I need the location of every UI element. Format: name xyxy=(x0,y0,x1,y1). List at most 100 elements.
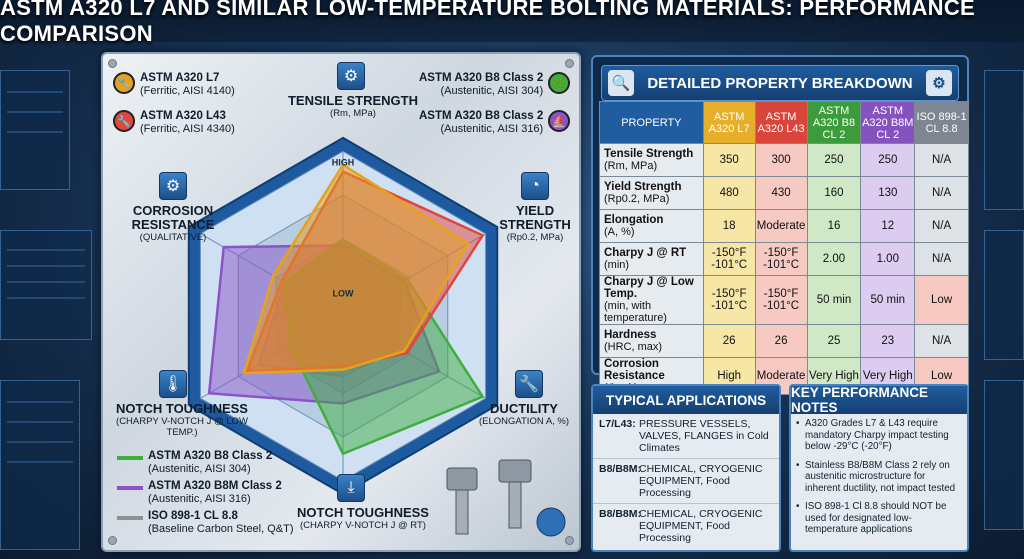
table-row: Hardness (HRC, max) 26 26 25 23 N/A xyxy=(599,324,969,358)
value-cell: 430 xyxy=(754,176,808,210)
value-cell: 2.00 xyxy=(806,242,862,276)
wrench-icon: 🔧 xyxy=(113,72,135,94)
key-notes-panel: KEY PERFORMANCE NOTES A320 Grades L7 & L… xyxy=(789,384,969,552)
left-monitor-mid xyxy=(0,230,92,340)
radar-chart: HIGH LOW xyxy=(187,136,499,496)
value-cell: 250 xyxy=(860,143,916,177)
property-name: Charpy J @ Low Temp. xyxy=(604,276,694,300)
value-cell: N/A xyxy=(914,242,969,276)
radar-panel: HIGH LOW ⚙ TENSILE STRENGTH (Rm, MPa) ◔ Y… xyxy=(101,52,581,552)
impact-icon: ⤓ xyxy=(337,474,365,502)
right-monitor-bottom xyxy=(984,380,1024,530)
right-monitor-mid xyxy=(984,230,1024,360)
property-unit: (A, %) xyxy=(604,226,635,238)
legend-name: ASTM A320 B8 Class 2 xyxy=(419,72,544,84)
value-cell: Low xyxy=(914,275,969,325)
property-unit: (Rm, MPa) xyxy=(604,160,658,172)
header-b8m: ASTM A320 B8M CL 2 xyxy=(860,101,916,144)
value-cell: 50 min xyxy=(806,275,862,325)
axis-main: DUCTILITY xyxy=(490,401,558,416)
property-name: Corrosion Resistance xyxy=(604,358,665,382)
value-cell: N/A xyxy=(914,209,969,243)
table-row: Elongation (A, %) 18 Moderate 16 12 N/A xyxy=(599,209,969,243)
property-unit: (HRC, max) xyxy=(604,341,663,353)
bolt-icon: ⚙ xyxy=(337,62,365,90)
applications-title: TYPICAL APPLICATIONS xyxy=(593,386,779,414)
axis-main: YIELD STRENGTH xyxy=(499,203,571,232)
screw-icon xyxy=(108,59,117,68)
property-unit: (min, with temperature) xyxy=(604,300,667,324)
application-text: PRESSURE VESSELS, VALVES, FLANGES in Col… xyxy=(639,418,769,454)
legend-l7: 🔧 ASTM A320 L7 (Ferritic, AISI 4140) xyxy=(113,72,235,98)
axis-label-notch-lt: NOTCH TOUGHNESS (CHARPY V-NOTCH J @ LOW … xyxy=(107,401,257,439)
property-name-cell: Elongation (A, %) xyxy=(599,209,704,243)
screw-icon xyxy=(565,536,574,545)
axis-main: TENSILE STRENGTH xyxy=(287,93,418,108)
axis-label-ductility: DUCTILITY (ELONGATION A, %) xyxy=(465,401,583,428)
axis-sub: (ELONGATION A, %) xyxy=(478,416,570,427)
axis-label-notch-rt: NOTCH TOUGHNESS (CHARPY V-NOTCH J @ RT) xyxy=(273,505,453,532)
note-item: ISO 898-1 Cl 8.8 should NOT be used for … xyxy=(791,497,967,539)
legend-text: ASTM A320 B8 Class 2 (Austenitic, AISI 3… xyxy=(419,110,543,136)
gauge-icon: ◔ xyxy=(521,172,549,200)
axis-label-corrosion: CORROSION RESISTANCE (QUALITATIVE) xyxy=(113,204,233,244)
header-iso: ISO 898-1 CL 8.8 xyxy=(914,101,969,144)
legend-name: ISO 898-1 CL 8.8 xyxy=(148,510,238,522)
axis-sub: (Rp0.2, MPa) xyxy=(506,232,564,243)
legend-desc: (Baseline Carbon Steel, Q&T) xyxy=(148,523,294,535)
legend-name: ASTM A320 B8 Class 2 xyxy=(148,450,273,462)
legend-name: ASTM A320 B8M Class 2 xyxy=(148,480,282,492)
legend-desc: (Ferritic, AISI 4140) xyxy=(140,85,235,97)
property-name-cell: Yield Strength (Rp0.2, MPa) xyxy=(599,176,704,210)
value-cell: 26 xyxy=(702,324,756,358)
value-cell: -150°F -101°C xyxy=(754,275,808,325)
list-item: B8/B8M: CHEMICAL, CRYOGENIC EQUIPMENT, F… xyxy=(593,459,779,504)
value-cell: 16 xyxy=(806,209,862,243)
legend-swatch xyxy=(117,486,143,490)
axis-main: NOTCH TOUGHNESS xyxy=(297,505,429,520)
axis-main: NOTCH TOUGHNESS xyxy=(116,401,248,416)
value-cell: -150°F -101°C xyxy=(754,242,808,276)
header-b8: ASTM A320 B8 CL 2 xyxy=(806,101,862,144)
wrench-icon: 🔧 xyxy=(113,110,135,132)
value-cell: -150°F -101°C xyxy=(702,275,756,325)
property-name: Charpy J @ RT xyxy=(604,247,687,259)
value-cell: 350 xyxy=(702,143,756,177)
value-cell: 18 xyxy=(702,209,756,243)
breakdown-title: DETAILED PROPERTY BREAKDOWN xyxy=(647,74,913,92)
legend-text: ASTM A320 L43 (Ferritic, AISI 4340) xyxy=(140,110,235,136)
legend-desc: (Austenitic, AISI 316) xyxy=(148,493,251,505)
table-row: Tensile Strength (Rm, MPa) 350 300 250 250 N/A xyxy=(599,143,969,177)
value-cell: 1.00 xyxy=(860,242,916,276)
series-area-l7 xyxy=(242,163,470,375)
list-item: B8/B8M: CHEMICAL, CRYOGENIC EQUIPMENT, F… xyxy=(593,504,779,548)
axis-sub: (CHARPY V-NOTCH J @ RT) xyxy=(300,520,426,531)
legend-swatch xyxy=(117,456,143,460)
legend-desc: (Ferritic, AISI 4340) xyxy=(140,123,235,135)
gear-icon: ⚙ xyxy=(926,70,952,96)
breakdown-header: 🔍 DETAILED PROPERTY BREAKDOWN ⚙ xyxy=(601,65,959,101)
application-text: CHEMICAL, CRYOGENIC EQUIPMENT, Food Proc… xyxy=(639,463,763,499)
value-cell: 250 xyxy=(806,143,862,177)
property-name: Hardness xyxy=(604,329,657,341)
legend-desc: (Austenitic, AISI 316) xyxy=(440,123,544,135)
axis-label-tensile: TENSILE STRENGTH (Rm, MPa) xyxy=(273,93,433,120)
value-cell: 50 min xyxy=(860,275,916,325)
value-cell: N/A xyxy=(914,143,969,177)
left-monitor-bottom xyxy=(0,380,80,550)
document-search-icon: 🔍 xyxy=(608,70,634,96)
value-cell: 160 xyxy=(806,176,862,210)
property-name-cell: Tensile Strength (Rm, MPa) xyxy=(599,143,704,177)
axis-sub: (Rm, MPa) xyxy=(330,108,376,119)
application-key: B8/B8M: xyxy=(599,508,642,520)
legend-bottom-b8: ASTM A320 B8 Class 2 (Austenitic, AISI 3… xyxy=(117,450,272,476)
header-l43: ASTM A320 L43 xyxy=(754,101,808,144)
bolts-illustration xyxy=(446,459,566,537)
axis-label-yield: YIELD STRENGTH (Rp0.2, MPa) xyxy=(487,203,583,244)
screw-icon xyxy=(565,59,574,68)
legend-bottom-b8m: ASTM A320 B8M Class 2 (Austenitic, AISI … xyxy=(117,480,282,506)
legend-text: ASTM A320 B8 Class 2 (Austenitic, AISI 3… xyxy=(419,72,543,98)
page-title: ASTM A320 L7 AND SIMILAR LOW-TEMPERATURE… xyxy=(0,0,1024,46)
header-l7: ASTM A320 L7 xyxy=(702,101,756,144)
list-item: L7/L43: PRESSURE VESSELS, VALVES, FLANGE… xyxy=(593,414,779,459)
